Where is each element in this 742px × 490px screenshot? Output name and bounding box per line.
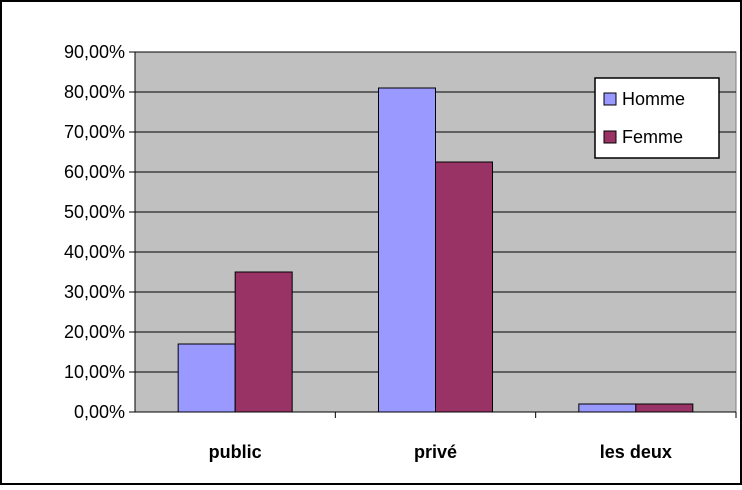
legend-label-femme: Femme [622, 127, 683, 147]
y-tick-label: 40,00% [64, 242, 125, 262]
legend-box [594, 77, 720, 159]
bar-homme-1 [378, 87, 436, 413]
y-tick-label: 20,00% [64, 322, 125, 342]
legend: Homme Femme [594, 77, 720, 159]
y-tick-label: 80,00% [64, 82, 125, 102]
x-tick-label: les deux [600, 442, 672, 462]
x-tick-label: privé [414, 442, 457, 462]
bar-homme-0 [177, 343, 236, 413]
bar-femme-0 [234, 271, 293, 413]
x-tick-label: public [209, 442, 262, 462]
y-tick-label: 60,00% [64, 162, 125, 182]
y-tick-label: 30,00% [64, 282, 125, 302]
legend-swatch-homme [603, 92, 617, 106]
bar-femme-1 [435, 161, 493, 413]
axes: 0,00% 10,00% 20,00% 30,00% 40,00% 50,00% 60,00… [64, 42, 737, 462]
legend-label-homme: Homme [622, 89, 685, 109]
bar-femme-2 [635, 403, 694, 413]
y-tick-label: 70,00% [64, 122, 125, 142]
bar-homme-2 [578, 403, 637, 413]
y-tick-label: 10,00% [64, 362, 125, 382]
y-tick-label: 0,00% [74, 402, 125, 422]
legend-swatch-femme [603, 130, 617, 144]
bars [177, 87, 694, 413]
y-tick-label: 50,00% [64, 202, 125, 222]
y-tick-label: 90,00% [64, 42, 125, 62]
